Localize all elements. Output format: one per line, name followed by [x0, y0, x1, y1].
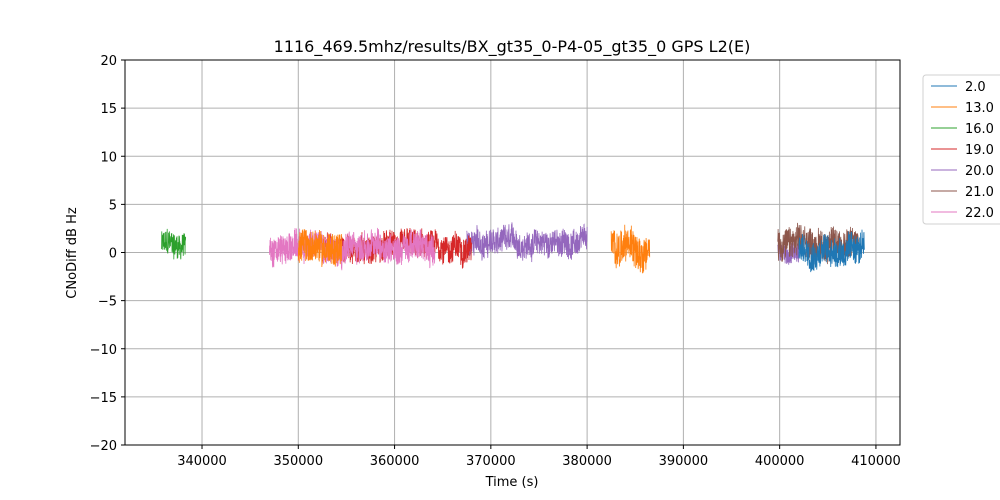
- y-tick-label: 15: [100, 102, 117, 117]
- y-tick-label: 0: [109, 247, 117, 262]
- series-line-13-0: [297, 229, 343, 267]
- series-line-16-0: [161, 228, 187, 260]
- y-tick-label: 10: [100, 150, 117, 165]
- chart-title: 1116_469.5mhz/results/BX_gt35_0-P4-05_gt…: [274, 37, 751, 57]
- y-tick-label: −20: [90, 439, 117, 454]
- x-tick-label: 340000: [177, 454, 227, 469]
- series-layer: [161, 222, 865, 274]
- x-tick-label: 390000: [659, 454, 709, 469]
- y-tick-label: −5: [98, 295, 117, 310]
- legend-label: 16.0: [965, 122, 994, 137]
- x-axis-label: Time (s): [485, 475, 539, 490]
- x-tick-label: 350000: [273, 454, 323, 469]
- legend-label: 19.0: [965, 143, 994, 158]
- series-line-22-0: [269, 227, 436, 271]
- y-tick-label: −15: [90, 391, 117, 406]
- x-tick-label: 360000: [370, 454, 420, 469]
- y-tick-label: −10: [90, 343, 117, 358]
- legend-label: 20.0: [965, 164, 994, 179]
- legend-label: 2.0: [965, 80, 986, 95]
- series-line-13-0: [610, 224, 651, 274]
- y-tick-label: 5: [109, 198, 117, 213]
- series-line-20-0: [466, 222, 588, 263]
- ticks: 340000 350000 360000 370000 380000 390000 4000…: [90, 54, 901, 469]
- y-axis-label: CNoDiff dB Hz: [65, 207, 80, 299]
- legend-label: 13.0: [965, 101, 994, 116]
- x-tick-label: 400000: [755, 454, 805, 469]
- x-tick-label: 380000: [562, 454, 612, 469]
- legend: 2.0 13.0 16.0 19.0 20.0 21.0 22.0: [922, 74, 1000, 225]
- legend-box: [922, 74, 1000, 225]
- y-tick-label: 20: [100, 54, 117, 69]
- legend-label: 22.0: [965, 206, 994, 221]
- legend-label: 21.0: [965, 185, 994, 200]
- x-tick-label: 370000: [466, 454, 516, 469]
- x-tick-label: 410000: [851, 454, 901, 469]
- series-line-2-0: [798, 229, 865, 273]
